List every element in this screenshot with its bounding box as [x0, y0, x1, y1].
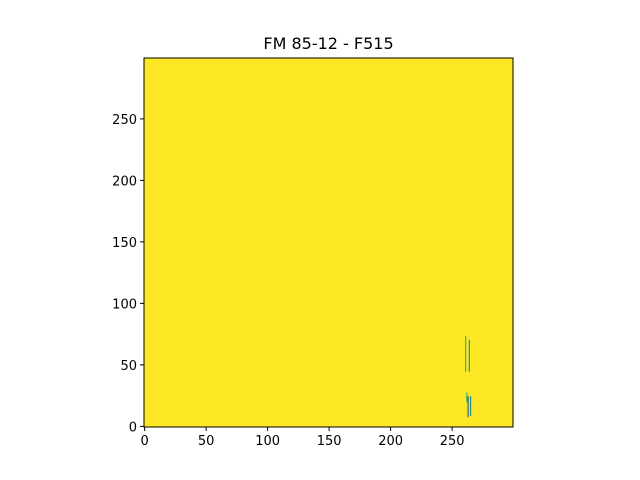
data-feature-2	[466, 392, 468, 403]
data-feature-4	[469, 396, 472, 416]
x-tick-label: 100	[255, 434, 280, 449]
y-tick-label: 0	[129, 420, 137, 435]
y-axis: 0 50 100 150 200 250	[112, 113, 144, 435]
y-tick-label: 150	[112, 236, 137, 251]
data-features	[465, 335, 472, 418]
x-tick-label: 200	[378, 434, 403, 449]
data-feature-1	[468, 339, 470, 372]
y-tick-label: 200	[112, 174, 137, 189]
y-tick-label: 100	[112, 297, 137, 312]
x-tick-label: 50	[198, 434, 215, 449]
x-axis: 0 50 100 150 200 250	[140, 427, 465, 449]
plot-frame	[143, 57, 514, 428]
x-tick-label: 150	[317, 434, 342, 449]
y-tick-label: 250	[112, 113, 137, 128]
data-feature-0	[465, 335, 467, 372]
x-tick-label: 250	[440, 434, 465, 449]
y-tick-label: 50	[120, 359, 137, 374]
plot-area	[144, 58, 513, 427]
data-feature-3	[467, 396, 469, 418]
chart-title: FM 85-12 - F515	[263, 34, 393, 53]
x-tick-label: 0	[140, 434, 148, 449]
